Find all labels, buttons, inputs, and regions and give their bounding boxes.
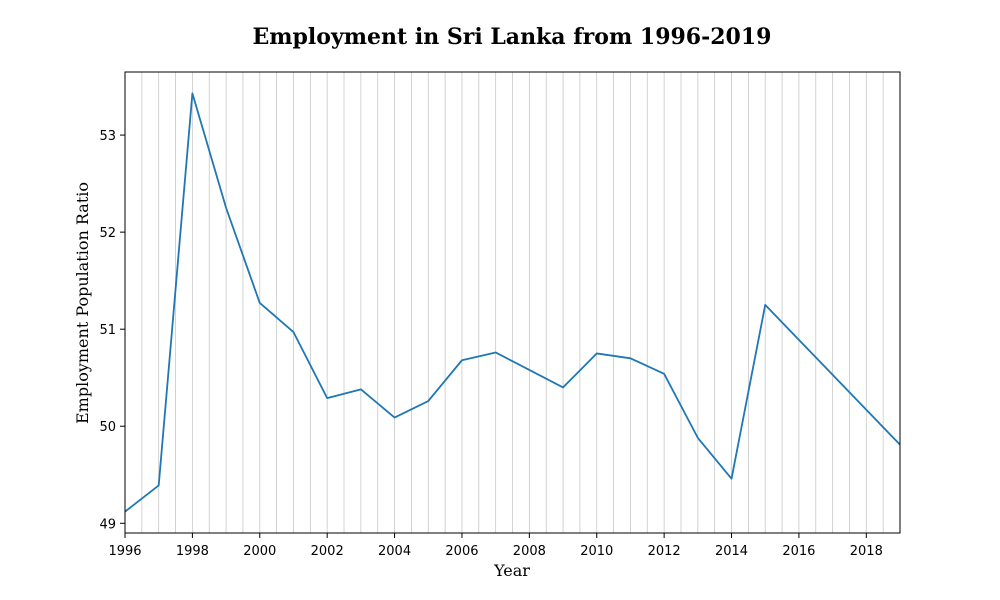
plot-area-frame [124,71,901,534]
series-layer [124,92,901,513]
y-axis-label: Employment Population Ratio [73,182,92,424]
y-tick-label: 51 [99,323,116,338]
y-tick-label: 52 [99,226,116,241]
x-tick-label: 2018 [850,544,883,559]
x-axis-ticks: 1996 1998 2000 2002 2004 2006 2008 2010 2012 2014… [108,533,883,559]
y-tick-label: 53 [99,129,116,144]
x-tick-label: 2016 [782,544,815,559]
y-axis-ticks: 49 50 51 52 53 [99,129,125,532]
y-tick-label: 49 [99,517,116,532]
x-tick-label: 2000 [243,544,276,559]
series-line [124,92,901,513]
x-axis-label: Year [493,561,530,580]
x-tick-label: 1998 [176,544,209,559]
x-tick-label: 2002 [311,544,344,559]
x-tick-label: 2012 [648,544,681,559]
chart-title: Employment in Sri Lanka from 1996-2019 [253,24,772,50]
x-tick-label: 2006 [445,544,478,559]
y-tick-label: 50 [99,420,116,435]
x-tick-label: 2014 [715,544,748,559]
x-tick-label: 1996 [108,544,141,559]
grid [124,72,901,533]
x-tick-label: 2010 [580,544,613,559]
x-tick-label: 2004 [378,544,411,559]
x-tick-label: 2008 [513,544,546,559]
